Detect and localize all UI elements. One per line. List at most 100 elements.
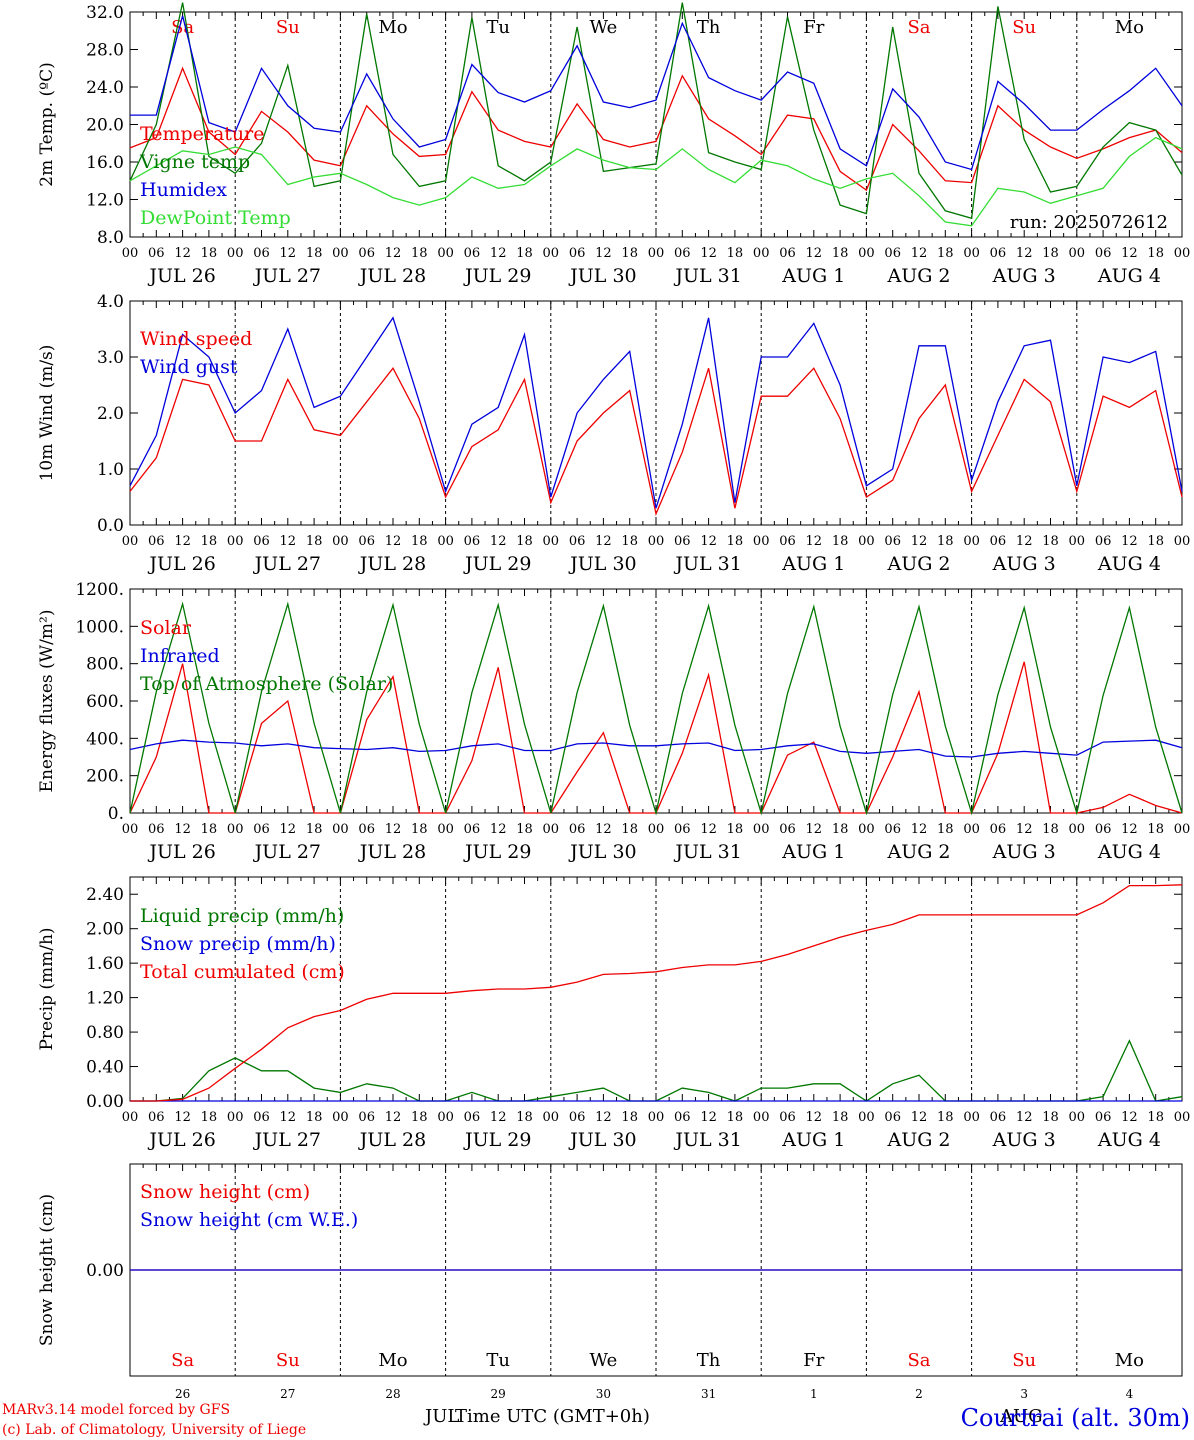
hour-tick-label: 12 — [595, 534, 612, 549]
date-label: AUG 3 — [992, 553, 1056, 575]
location-label: Courtrai (alt. 30m) — [961, 1404, 1190, 1432]
day-number-label: 28 — [385, 1387, 400, 1401]
y-tick-label: 3.0 — [97, 348, 124, 368]
hour-tick-label: 18 — [201, 246, 218, 261]
y-axis-label: Precip (mm/h) — [37, 927, 57, 1050]
hour-tick-label: 00 — [1174, 534, 1191, 549]
series-line-top-of-atmosphere-solar- — [129, 601, 1183, 816]
hour-tick-label: 18 — [411, 534, 428, 549]
hour-tick-label: 18 — [1042, 246, 1059, 261]
day-abbr-label: Su — [276, 1350, 300, 1371]
date-label: JUL 30 — [568, 841, 636, 863]
hour-tick-label: 12 — [911, 822, 928, 837]
chart-footer: MARv3.14 model forced by GFS (c) Lab. of… — [2, 1402, 1190, 1438]
date-label: JUL 26 — [147, 265, 215, 287]
day-abbr-label: Fr — [803, 17, 824, 38]
hour-tick-label: 00 — [1174, 1110, 1191, 1125]
hour-tick-label: 18 — [1147, 534, 1164, 549]
day-number-label: 29 — [491, 1387, 506, 1401]
hour-tick-label: 18 — [1147, 246, 1164, 261]
hour-tick-label: 06 — [464, 246, 481, 261]
legend-total-cumulated-cm-: Total cumulated (cm) — [140, 961, 345, 983]
hour-tick-label: 00 — [332, 534, 349, 549]
date-label: JUL 27 — [253, 265, 321, 287]
hour-tick-label: 00 — [122, 246, 139, 261]
hour-tick-label: 06 — [464, 1110, 481, 1125]
hour-tick-label: 00 — [437, 1110, 454, 1125]
hour-tick-label: 06 — [358, 534, 375, 549]
hour-tick-label: 00 — [227, 534, 244, 549]
day-number-label: 2 — [915, 1387, 923, 1401]
y-tick-label: 0.0 — [97, 516, 124, 536]
date-label: AUG 1 — [781, 841, 845, 863]
hour-tick-label: 06 — [148, 534, 165, 549]
series-line-humidex — [130, 15, 1183, 171]
hour-tick-label: 06 — [253, 1110, 270, 1125]
hour-tick-label: 18 — [727, 534, 744, 549]
date-label: JUL 29 — [463, 1129, 531, 1151]
hour-tick-label: 18 — [411, 246, 428, 261]
legend-dewpoint-temp: DewPoint Temp — [140, 207, 291, 229]
legend-snow-height-cm-w-e-: Snow height (cm W.E.) — [140, 1209, 358, 1231]
hour-tick-label: 00 — [963, 534, 980, 549]
hour-tick-label: 12 — [174, 246, 191, 261]
hour-tick-label: 06 — [464, 822, 481, 837]
hour-tick-label: 12 — [1121, 246, 1138, 261]
day-number-label: 4 — [1126, 1387, 1134, 1401]
series-line-total-cumulated-cm- — [130, 884, 1183, 1102]
hour-tick-label: 12 — [280, 534, 297, 549]
hour-tick-label: 12 — [385, 246, 402, 261]
date-label: JUL 29 — [463, 265, 531, 287]
y-tick-label: 2.40 — [86, 885, 124, 905]
y-tick-label: 20.0 — [86, 116, 124, 136]
hour-tick-label: 12 — [911, 1110, 928, 1125]
day-abbr-label: Th — [697, 1350, 721, 1371]
series-line-temperature — [129, 66, 1183, 192]
hour-tick-label: 18 — [727, 246, 744, 261]
date-label: JUL 28 — [358, 265, 426, 287]
date-label: AUG 3 — [992, 265, 1056, 287]
hour-tick-label: 06 — [674, 246, 691, 261]
hour-tick-label: 06 — [148, 822, 165, 837]
legend-wind-gust: Wind gust — [140, 356, 238, 378]
hour-tick-label: 12 — [806, 1110, 823, 1125]
legend-temperature: Temperature — [140, 123, 264, 145]
hour-tick-label: 18 — [306, 534, 323, 549]
y-tick-label: 1.60 — [86, 954, 124, 974]
hour-tick-label: 00 — [1069, 822, 1086, 837]
y-axis-label: Energy fluxes (W/m²) — [37, 610, 57, 793]
hour-tick-label: 12 — [1121, 822, 1138, 837]
day-number-label: 1 — [810, 1387, 818, 1401]
hour-tick-label: 18 — [411, 1110, 428, 1125]
date-label: AUG 2 — [886, 265, 950, 287]
y-tick-label: 8.0 — [97, 228, 124, 248]
hour-tick-label: 00 — [753, 534, 770, 549]
series-line-dewpoint-temp — [129, 136, 1183, 227]
hour-tick-label: 00 — [963, 822, 980, 837]
date-label: JUL 31 — [673, 553, 741, 575]
run-annotation: run: 2025072612 — [1010, 212, 1168, 233]
x-axis-label: Time UTC (GMT+0h) — [455, 1406, 650, 1427]
date-label: JUL 26 — [147, 841, 215, 863]
date-label: JUL 31 — [673, 1129, 741, 1151]
hour-tick-label: 18 — [832, 534, 849, 549]
date-label: AUG 2 — [886, 1129, 950, 1151]
hour-tick-label: 12 — [1016, 1110, 1033, 1125]
hour-tick-label: 12 — [911, 534, 928, 549]
hour-tick-label: 06 — [358, 822, 375, 837]
hour-tick-label: 12 — [700, 246, 717, 261]
hour-tick-label: 06 — [148, 1110, 165, 1125]
legend-wind-speed: Wind speed — [140, 328, 252, 350]
hour-tick-label: 06 — [1095, 822, 1112, 837]
y-tick-label: 200. — [86, 767, 124, 787]
day-abbr-label: Mo — [1115, 17, 1144, 38]
model-credit: MARv3.14 model forced by GFS — [2, 1402, 230, 1418]
hour-tick-label: 00 — [437, 246, 454, 261]
y-tick-label: 0.80 — [86, 1023, 124, 1043]
hour-tick-label: 12 — [490, 534, 507, 549]
date-label: AUG 4 — [1097, 841, 1161, 863]
hour-tick-label: 12 — [806, 822, 823, 837]
y-tick-label: 1.0 — [97, 460, 124, 480]
legend-liquid-precip-mm-h-: Liquid precip (mm/h) — [140, 905, 344, 927]
